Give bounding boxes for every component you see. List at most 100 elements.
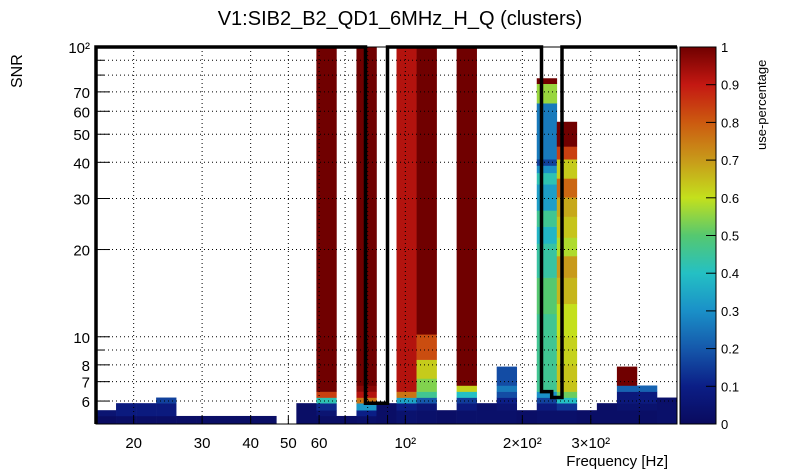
colorbar-tick-label: 0.7: [721, 153, 739, 168]
x-tick-label: 30: [194, 435, 211, 452]
heatmap-cell: [116, 415, 137, 425]
colorbar-tick-label: 1: [721, 40, 728, 55]
heatmap-cell: [576, 410, 598, 425]
heatmap-cell: [316, 410, 337, 417]
heatmap-cell: [556, 410, 578, 425]
heatmap-cell: [356, 415, 377, 425]
heatmap-cell: [636, 385, 658, 392]
heatmap-cell: [156, 403, 177, 417]
heatmap-cell: [556, 216, 578, 238]
heatmap-cell: [556, 178, 578, 198]
heatmap-cell: [636, 403, 658, 411]
heatmap-cell: [156, 415, 177, 425]
heatmap-cell: [616, 391, 638, 404]
heatmap-cell: [416, 359, 437, 379]
y-tick-label: 10²: [68, 40, 90, 57]
y-tick-label: 8: [82, 358, 90, 375]
heatmap-cell: [616, 410, 638, 425]
heatmap-cell: [536, 403, 558, 411]
colorbar-tick-label: 0.9: [721, 78, 739, 93]
colorbar-tick-label: 0.4: [721, 266, 739, 281]
y-tick-label: 6: [82, 394, 90, 411]
heatmap-cell: [456, 403, 477, 411]
heatmap-cell: [136, 403, 157, 417]
heatmap-cell: [456, 391, 477, 398]
heatmap-cell: [356, 403, 377, 411]
chart-title: V1:SIB2_B2_QD1_6MHz_H_Q (clusters): [218, 8, 583, 30]
heatmap-cell: [616, 385, 638, 392]
heatmap-cell: [156, 397, 177, 404]
heatmap-cell: [216, 415, 237, 425]
heatmap-cell: [236, 415, 257, 425]
heatmap-cell: [456, 410, 477, 425]
heatmap-cell: [256, 415, 277, 425]
heatmap-cell: [196, 415, 217, 425]
heatmap-cell: [316, 397, 337, 404]
heatmap-cell: [96, 415, 117, 425]
y-tick-label: 7: [82, 375, 90, 392]
heatmap-cell: [336, 415, 357, 425]
heatmap-cell: [496, 385, 518, 392]
heatmap-cell: [496, 403, 518, 411]
heatmap-cell: [556, 336, 578, 366]
heatmap-cell: [376, 403, 397, 425]
heatmap-cell: [416, 403, 437, 411]
y-tick-label: 70: [73, 85, 90, 102]
heatmap-cell: [556, 277, 578, 305]
y-axis-label: SNR: [9, 54, 26, 88]
y-tick-label: 10: [73, 330, 90, 347]
heatmap-cell: [536, 410, 558, 425]
heatmap-cell: [176, 415, 197, 425]
heatmap-cell: [456, 47, 477, 386]
heatmap-cell: [556, 197, 578, 217]
heatmap-cell: [476, 403, 497, 425]
heatmap-cell: [296, 403, 317, 425]
colorbar-tick-label: 0.3: [721, 304, 739, 319]
x-tick-label: 10²: [394, 435, 416, 452]
heatmap-cell: [556, 159, 578, 179]
heatmap-cell: [496, 410, 518, 425]
heatmap-cell: [416, 410, 437, 425]
heatmap-cell: [416, 334, 437, 360]
heatmap-cell: [396, 391, 417, 398]
heatmap-cell: [356, 410, 377, 417]
heatmap-cell: [396, 397, 417, 404]
y-tick-label: 50: [73, 127, 90, 144]
heatmap-cell: [616, 366, 638, 386]
heatmap-cell: [516, 410, 538, 425]
heatmap-cell: [556, 391, 578, 398]
x-tick-label: 60: [311, 435, 328, 452]
x-tick-label: 20: [125, 435, 142, 452]
heatmap-cell: [316, 403, 337, 411]
x-tick-label: 2×10²: [503, 435, 542, 452]
colorbar-tick-label: 0.8: [721, 115, 739, 130]
heatmap-cell: [456, 397, 477, 404]
heatmap-cell: [316, 415, 337, 425]
heatmap-cell: [556, 364, 578, 392]
heatmap-cell: [116, 403, 137, 417]
heatmap-cell: [536, 391, 558, 398]
y-tick-label: 60: [73, 104, 90, 121]
heatmap-cell: [416, 397, 437, 404]
heatmap-cell: [636, 391, 658, 404]
colorbar-tick-label: 0.2: [721, 342, 739, 357]
y-tick-label: 40: [73, 155, 90, 172]
heatmap-cell: [496, 397, 518, 404]
heatmap-cell: [316, 391, 337, 398]
heatmap-cell: [556, 121, 578, 147]
heatmap-cell: [556, 237, 578, 257]
heatmap-cell: [136, 415, 157, 425]
heatmap-cell: [536, 159, 558, 166]
heatmap-cell: [556, 303, 578, 338]
heatmap-cell: [536, 78, 558, 85]
heatmap-cell: [456, 385, 477, 392]
colorbar-tick-label: 0.1: [721, 379, 739, 394]
heatmap-cell: [556, 255, 578, 278]
outline-contour: [94, 45, 677, 424]
heatmap-cell: [536, 165, 558, 174]
x-tick-label: 3×10²: [571, 435, 610, 452]
heatmap-cell: [416, 378, 437, 392]
x-tick-label: 50: [280, 435, 297, 452]
heatmap-cell: [496, 366, 518, 386]
